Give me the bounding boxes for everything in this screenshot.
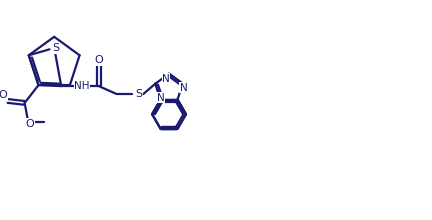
Text: O: O [0,90,7,100]
Text: S: S [52,43,59,53]
Text: O: O [25,119,34,129]
Text: N: N [157,93,165,103]
Text: N: N [162,74,170,84]
Text: S: S [135,89,142,99]
Text: NH: NH [74,81,90,91]
Text: O: O [95,55,103,65]
Text: N: N [180,83,187,93]
